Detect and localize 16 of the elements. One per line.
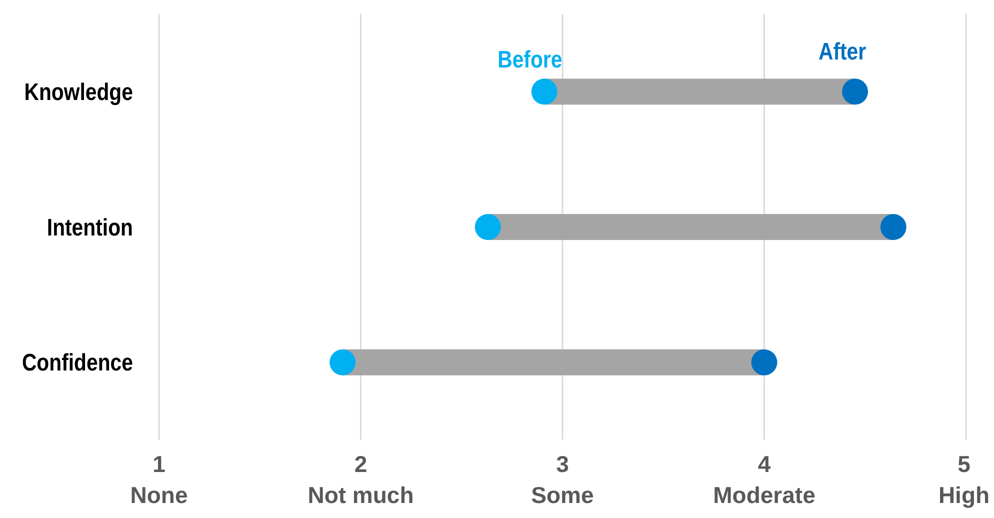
point [531,78,558,105]
y-tick-label: Confidence [22,349,133,376]
point [474,214,501,240]
x-tick-label: 5 High [938,451,990,508]
point [842,78,868,105]
series-label: Before [498,46,562,74]
series-label: After [818,38,866,66]
x-tick-label: 4 Moderate [713,451,816,508]
x-tick-label: 3 Some [531,451,594,508]
point [751,349,778,376]
x-tick-label: 2 Not much [308,451,414,508]
point [880,214,906,240]
y-tick-label: Knowledge [24,78,133,106]
x-tick-label: 1 None [130,451,188,508]
y-tick-label: Intention [46,214,133,241]
point [330,349,356,376]
